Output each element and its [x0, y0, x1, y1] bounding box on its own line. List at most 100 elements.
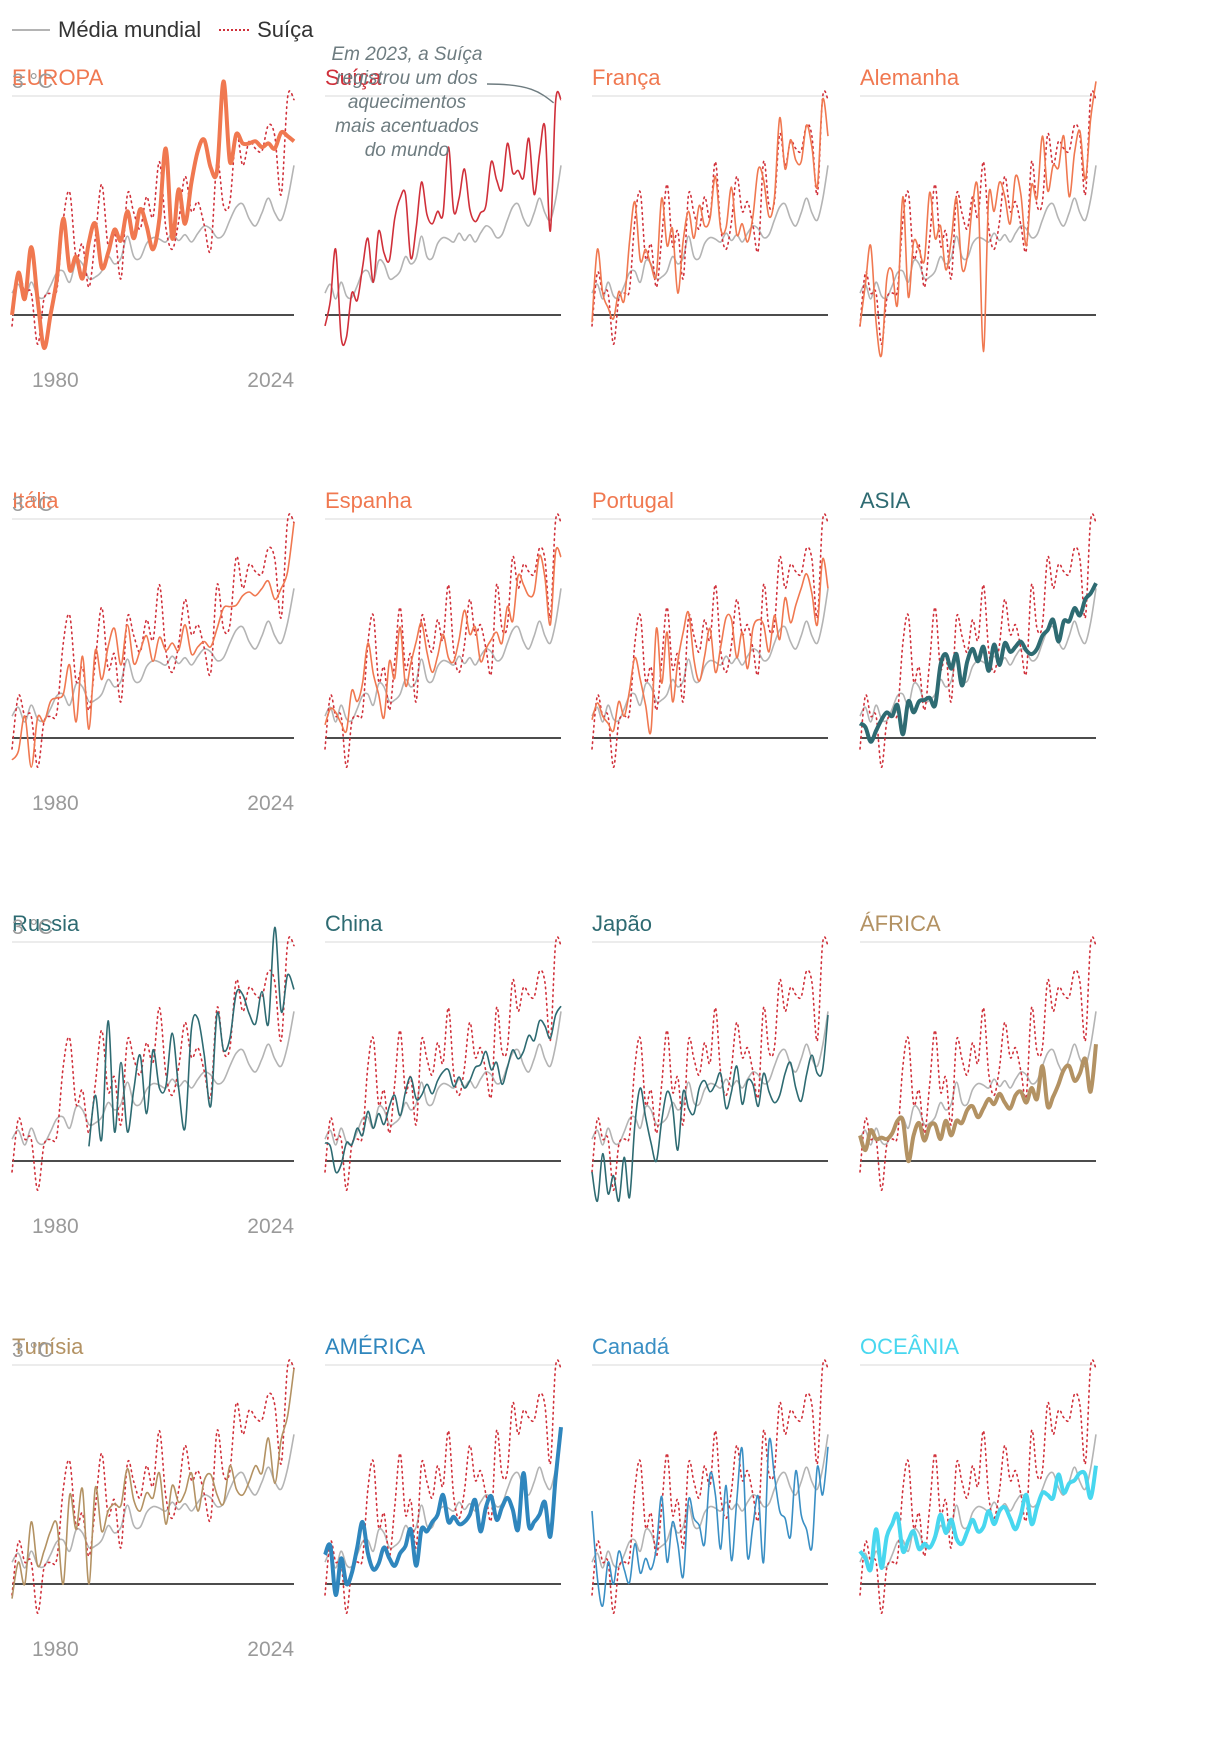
panel-espanha: Espanha [324, 487, 635, 887]
series-italia [11, 522, 295, 769]
series-europa [10, 79, 296, 350]
legend-world-mean: Média mundial [12, 17, 201, 43]
x-tick-end: 2024 [247, 1638, 294, 1661]
series-espanha [324, 546, 562, 734]
x-tick-start: 1980 [32, 1638, 79, 1661]
panel-plot [324, 513, 562, 769]
panel-plot: 3 °C 1980 2024 [11, 1339, 295, 1661]
legend-swiss: Suíça [219, 17, 313, 43]
series-swiss-reference [859, 936, 1097, 1192]
annotation-line: do mundo [365, 140, 450, 161]
panel-title: ÁFRICA [860, 911, 941, 936]
world-mean-swatch [12, 29, 50, 31]
panel-title: Espanha [325, 488, 412, 513]
panel-oceania: OCEÂNIA [858, 1333, 1170, 1733]
panel-africa: ÁFRICA [858, 910, 1170, 1310]
panel-title: Alemanha [860, 65, 960, 90]
panel-title: Japão [592, 911, 652, 936]
series-swiss-reference [591, 936, 829, 1192]
series-swiss-reference [591, 1359, 829, 1615]
panel-america: AMÉRICA [323, 1333, 635, 1733]
series-swiss-reference [11, 936, 295, 1192]
series-world-mean [324, 165, 562, 300]
panel-japao: Japão [591, 910, 902, 1310]
panel-plot [858, 513, 1098, 769]
panel-title: EUROPA [12, 65, 104, 90]
series-swiss-reference [591, 513, 829, 769]
panel-plot [591, 90, 829, 346]
x-tick-start: 1980 [32, 792, 79, 815]
series-america [323, 1426, 563, 1597]
y-axis-label: 3 °C [12, 916, 53, 939]
series-swiss-reference [11, 513, 295, 769]
series-alemanha [859, 81, 1097, 358]
panel-plot [859, 81, 1097, 358]
series-world-mean [591, 165, 829, 300]
panel-title: Suíça [325, 65, 382, 90]
panel-title: China [325, 911, 383, 936]
annotation-line: mais acentuados [335, 116, 479, 137]
x-tick-start: 1980 [32, 1215, 79, 1238]
series-swiss-reference [324, 936, 562, 1192]
panel-italia: Itália 3 °C 1980 2024 [11, 487, 322, 887]
series-oceania [858, 1465, 1098, 1573]
panel-title: ASIA [860, 488, 911, 513]
world-mean-label: Média mundial [58, 17, 202, 42]
series-asia [858, 582, 1098, 744]
panel-china: China [324, 910, 635, 1310]
panel-asia: ASIA [858, 487, 1170, 887]
panel-plot [591, 936, 829, 1202]
panel-europa: EUROPA 3 °C 1980 2024 [10, 64, 322, 464]
annotation-line: Em 2023, a Suíça [331, 44, 482, 65]
annotation-leader [486, 83, 555, 104]
series-world-mean [591, 1011, 829, 1146]
swiss-swatch [219, 29, 250, 31]
panel-plot: Em 2023, a Suíça registrou um dos aquecime… [324, 44, 562, 347]
panel-title: Tunísia [12, 1334, 84, 1359]
legend: Média mundial Suíça [12, 14, 313, 46]
series-suica [324, 90, 562, 347]
panel-plot: 3 °C 1980 2024 [11, 916, 295, 1238]
series-tunisia [11, 1368, 295, 1599]
panel-title: Portugal [592, 488, 674, 513]
panel-tunisia: Tunísia 3 °C 1980 2024 [11, 1333, 322, 1733]
series-swiss-reference [859, 90, 1097, 346]
series-world-mean [324, 588, 562, 723]
panel-portugal: Portugal [591, 487, 902, 887]
series-china [324, 1005, 562, 1174]
panel-title: França [592, 65, 661, 90]
x-tick-end: 2024 [247, 369, 294, 392]
series-swiss-reference [11, 90, 295, 346]
series-russia [88, 926, 295, 1147]
series-swiss-reference [11, 1359, 295, 1615]
series-japao [591, 1014, 829, 1202]
panel-alemanha: Alemanha [859, 64, 1170, 464]
panel-plot [323, 1359, 563, 1615]
panel-title: Canadá [592, 1334, 670, 1359]
panel-canada: Canadá [591, 1333, 902, 1733]
y-axis-label: 3 °C [12, 1339, 53, 1362]
series-franca [591, 97, 829, 323]
panel-suica: Suíça Em 2023, a Suíça registrou um dos aqu… [324, 44, 635, 464]
annotation-line: registrou um dos [336, 68, 478, 89]
panel-title: OCEÂNIA [860, 1334, 960, 1359]
panel-plot: 3 °C 1980 2024 [10, 70, 296, 392]
panel-plot: 3 °C 1980 2024 [11, 493, 295, 815]
y-axis-label: 3 °C [12, 493, 53, 516]
series-world-mean [324, 1011, 562, 1146]
panel-russia: Russia 3 °C 1980 2024 [11, 910, 322, 1310]
series-world-mean [11, 165, 295, 300]
series-swiss-reference [324, 513, 562, 769]
panel-plot [858, 1359, 1098, 1615]
annotation-line: aquecimentos [348, 92, 467, 113]
series-world-mean [859, 588, 1097, 723]
x-tick-end: 2024 [247, 792, 294, 815]
panel-plot [324, 936, 562, 1192]
series-africa [858, 1043, 1098, 1164]
annotation: Em 2023, a Suíça registrou um dos aquecime… [331, 44, 555, 161]
x-tick-end: 2024 [247, 1215, 294, 1238]
swiss-label: Suíça [257, 17, 314, 42]
panel-plot [858, 936, 1098, 1192]
series-world-mean [859, 1434, 1097, 1569]
x-tick-start: 1980 [32, 369, 79, 392]
